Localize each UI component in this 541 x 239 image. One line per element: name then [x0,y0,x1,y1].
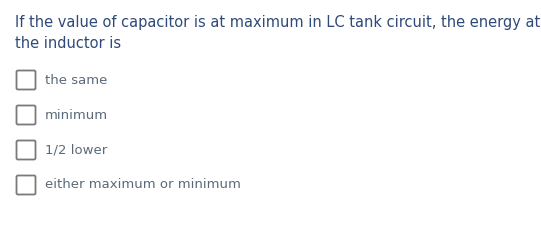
Text: minimum: minimum [45,109,108,121]
Text: the same: the same [45,74,107,87]
FancyBboxPatch shape [16,141,36,159]
Text: If the value of capacitor is at maximum in LC tank circuit, the energy at: If the value of capacitor is at maximum … [15,15,540,30]
Text: the inductor is: the inductor is [15,36,121,51]
FancyBboxPatch shape [16,175,36,195]
Text: 1/2 lower: 1/2 lower [45,143,107,157]
Text: either maximum or minimum: either maximum or minimum [45,179,241,191]
FancyBboxPatch shape [16,71,36,89]
FancyBboxPatch shape [16,105,36,125]
